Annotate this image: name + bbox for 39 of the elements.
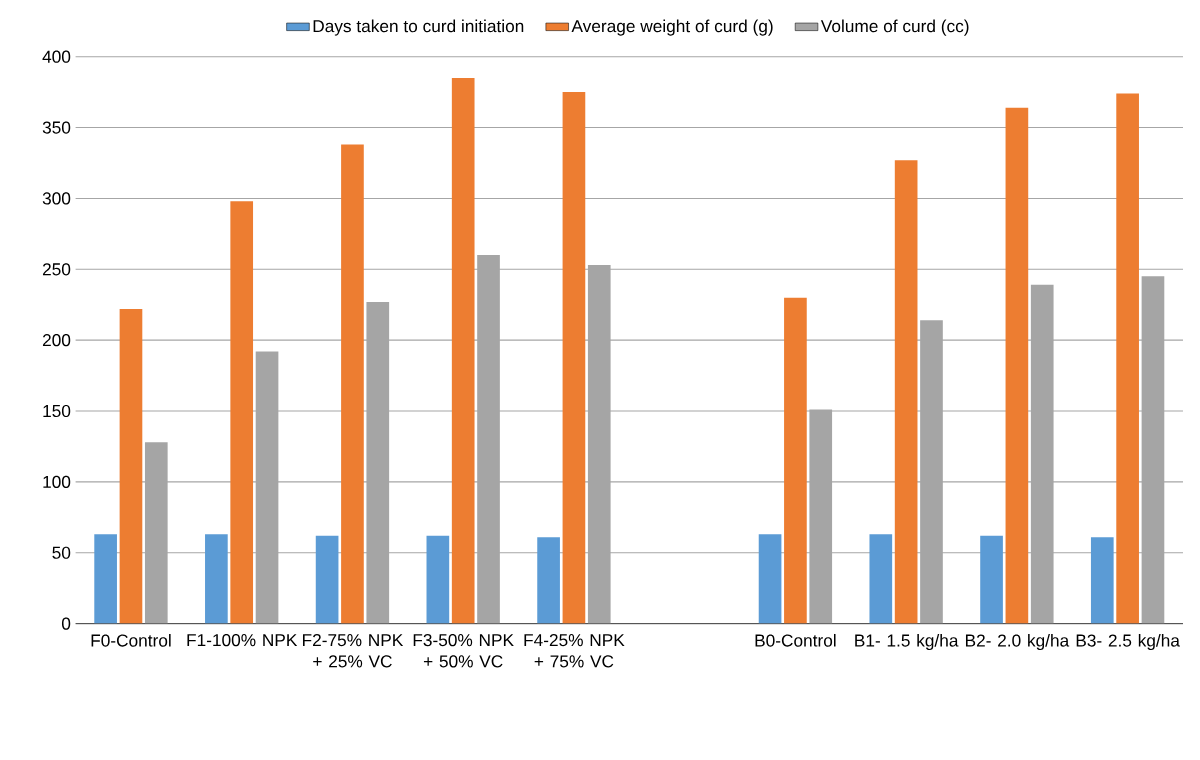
x-tick-label: B1- 1.5 kg/ha: [855, 634, 959, 651]
x-tick-label: B2- 2.0 kg/ha: [965, 634, 1070, 651]
bar: [784, 297, 807, 624]
legend-label: Volume of curd (cc): [820, 19, 969, 36]
bar: [341, 144, 364, 624]
x-tick-label: F3-50% NPK + 50% VC: [413, 634, 514, 668]
y-tick-label: 50: [52, 546, 71, 560]
y-tick-label: 0: [61, 617, 71, 630]
bar: [119, 309, 143, 624]
y-tick-label: 100: [43, 475, 71, 489]
bar: [1005, 107, 1029, 624]
legend-label: Average weight of curd (g): [571, 19, 773, 36]
bar: [562, 92, 586, 624]
x-tick-label: B0-Control: [755, 634, 836, 647]
y-tick-label: 250: [42, 263, 71, 276]
bar: [230, 201, 254, 624]
legend-label: Days taken to curd initiation: [313, 19, 524, 36]
y-tick-label: 150: [43, 405, 71, 418]
bar: [451, 78, 475, 624]
x-tick-label: F2-75% NPK + 25% VC: [303, 634, 404, 668]
bar: [205, 534, 228, 624]
bar: [869, 534, 893, 624]
bar: [315, 535, 339, 624]
y-tick-label: 350: [42, 121, 71, 134]
bar: [537, 537, 560, 624]
bar: [94, 534, 117, 624]
x-tick-label: F4-25% NPK + 75% VC: [524, 634, 625, 668]
bar: [1090, 537, 1114, 624]
x-tick-label: F0-Control: [91, 634, 171, 647]
bar: [980, 535, 1003, 624]
bar: [758, 534, 782, 624]
bar: [426, 535, 450, 624]
x-tick-label: B3- 2.5 kg/ha: [1076, 634, 1180, 651]
y-tick-label: 400: [42, 50, 71, 63]
x-tick-label: F1-100% NPK: [187, 634, 298, 647]
bar: [1116, 93, 1139, 624]
bar: [894, 160, 918, 624]
y-tick-label: 300: [42, 192, 71, 205]
y-tick-label: 200: [42, 334, 71, 347]
